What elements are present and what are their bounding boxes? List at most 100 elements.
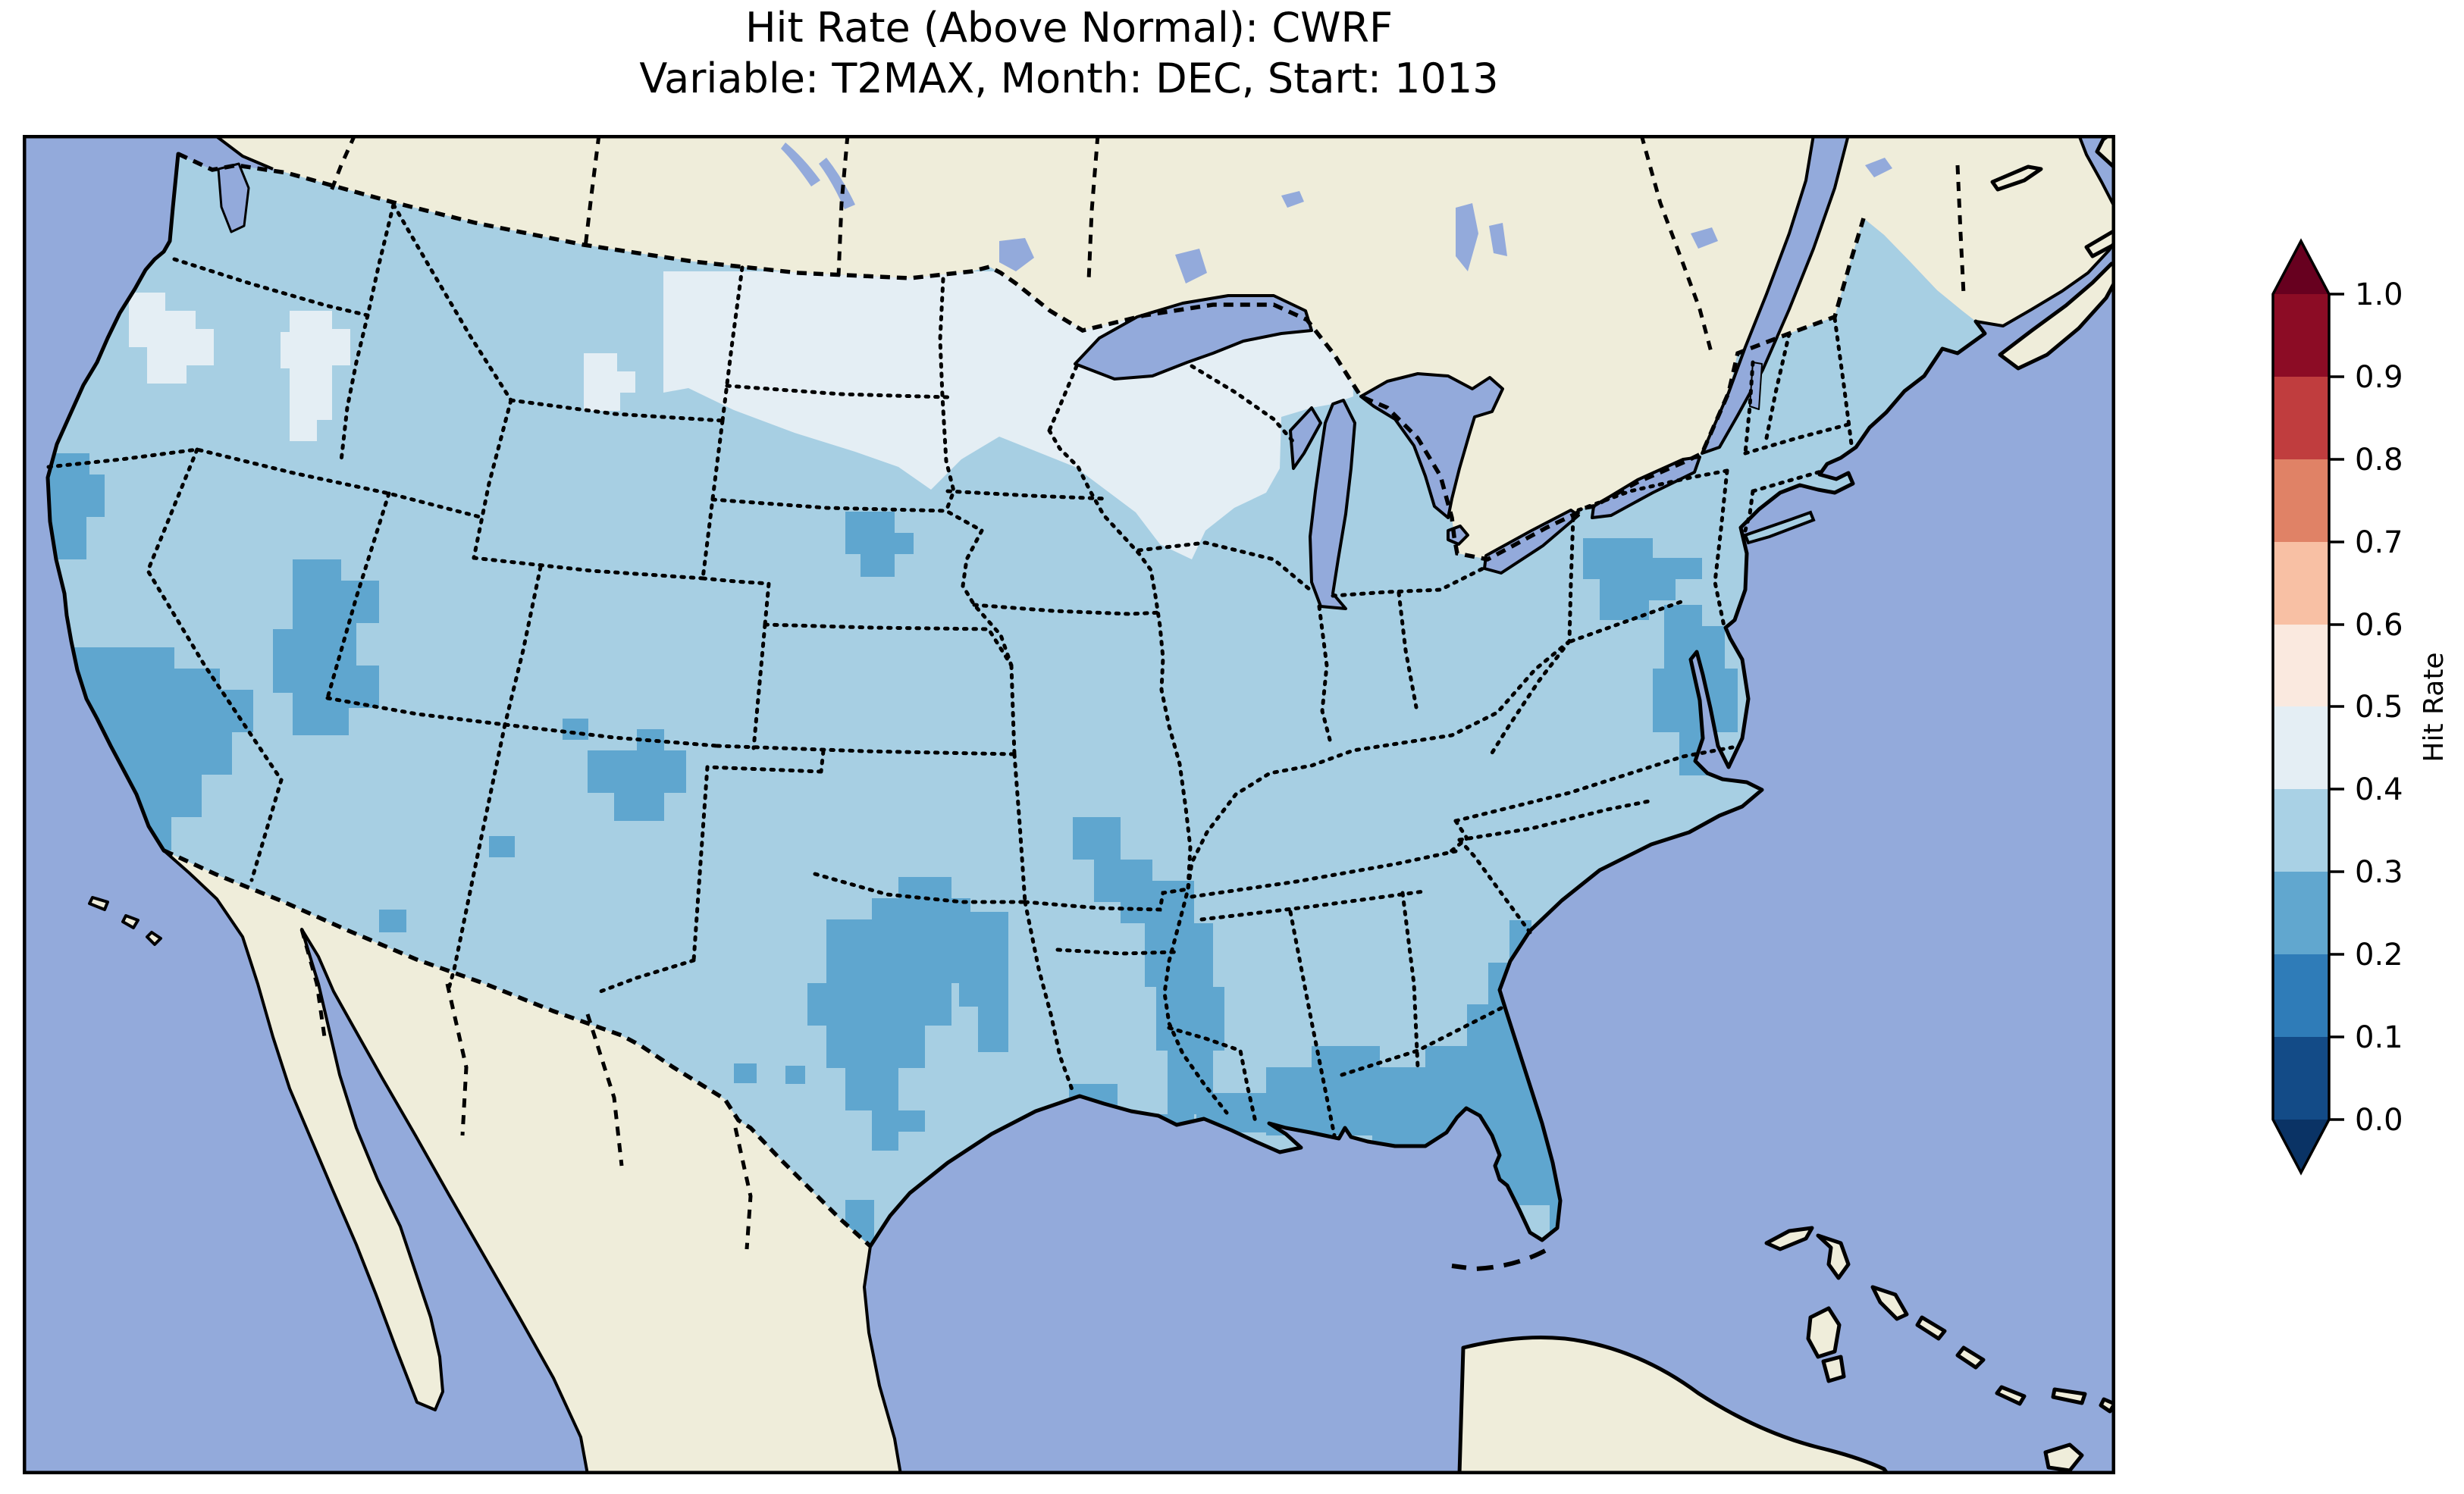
- colorbar-segments: [2271, 238, 2331, 1176]
- border-ne-ks: [763, 622, 1014, 668]
- border-ia-mn: [945, 489, 1109, 501]
- tick-label-0.2: 0.2: [2355, 938, 2403, 973]
- bahamas-mayaguana: [2051, 1387, 2087, 1405]
- border-ia-mo: [972, 603, 1164, 616]
- border-ma-south: [1751, 469, 1823, 493]
- nova-scotia: [1998, 262, 2115, 371]
- border-mt-nd: [720, 265, 745, 423]
- border-sk-mb: [836, 135, 850, 277]
- tick-label-0.4: 0.4: [2355, 772, 2403, 807]
- border-missouri-river: [961, 528, 1014, 668]
- patch-nevada-utah: [273, 559, 379, 735]
- lakes-group: [217, 135, 1850, 610]
- border-nv-ut: [325, 491, 391, 700]
- st-lawrence-river: [1701, 135, 1850, 455]
- florida-keys: [1451, 1248, 1547, 1272]
- border-nd-sd: [725, 384, 950, 399]
- border-ohio-river: [1186, 639, 1572, 891]
- lake-qc-1: [1691, 227, 1718, 249]
- border-mex-4: [733, 1127, 753, 1250]
- newfoundland-corner: [2095, 135, 2115, 171]
- border-mississippi-river: [1047, 428, 1229, 1115]
- lake-sk-2: [819, 158, 855, 209]
- border-42n: [46, 447, 485, 520]
- border-ny-vt: [1743, 360, 1755, 456]
- colorbar-under-arrow: [2273, 1120, 2329, 1173]
- border-la-ar-33n: [1055, 947, 1177, 956]
- border-41n-ne-co: [701, 576, 771, 627]
- colorbar-bin-7: [2273, 459, 2329, 543]
- lake-superior: [1074, 294, 1313, 381]
- canadian-lakes: [781, 143, 1892, 283]
- patch-missouri-mississippi-valley: [1073, 817, 1224, 1151]
- lake-on-1: [1456, 203, 1478, 271]
- border-wa-id: [365, 202, 396, 318]
- great-inagua: [2043, 1442, 2084, 1473]
- anticosti-island: [1990, 164, 2043, 192]
- border-ma-north: [1743, 422, 1851, 456]
- border-in-oh: [1397, 590, 1419, 709]
- border-pa-md: [1569, 599, 1685, 644]
- lake-nipigon: [1175, 249, 1207, 283]
- colorbar-bin-8: [2273, 377, 2329, 460]
- border-az-nm: [447, 722, 507, 991]
- border-mex-2: [445, 983, 469, 1136]
- bahamas-andros: [1806, 1306, 1846, 1383]
- border-fl-ga: [1340, 1006, 1503, 1077]
- border-va-nc: [1453, 745, 1735, 823]
- border-mo-ar: [1023, 887, 1190, 912]
- patch-idaho-strip: [281, 311, 350, 441]
- border-mex-3: [585, 1013, 624, 1167]
- chart-title: Hit Rate (Above Normal): CWRF: [745, 4, 1393, 52]
- colorbar: 1.0 0.9 0.8 0.7 0.6 0.5 0.4 0.3 0.2 0.1 …: [2244, 220, 2464, 1236]
- state-borders: [46, 202, 1854, 1138]
- bahamas-bimini: [1870, 1285, 1909, 1321]
- border-il-in: [1317, 604, 1332, 742]
- coastline-pacific: [45, 152, 180, 853]
- colorbar-axis-label: Hit Rate: [2419, 652, 2450, 762]
- colorbar-bin-3: [2273, 789, 2329, 872]
- colorbar-ticks: [2329, 293, 2344, 1121]
- atlantic-canada: [1990, 135, 2115, 371]
- border-ca-nv-az: [146, 447, 284, 882]
- patch-texas-oklahoma: [734, 877, 970, 1244]
- tick-label-0.1: 0.1: [2355, 1020, 2403, 1055]
- mexico-land: [164, 850, 901, 1474]
- patch-netx-ark-la: [959, 912, 1008, 1052]
- lake-qc-2: [1865, 158, 1892, 177]
- lake-on-2: [1489, 223, 1507, 256]
- patch-colorado-new-mexico: [489, 719, 686, 857]
- border-us-mexico: [162, 848, 872, 1248]
- colorbar-over-arrow: [2273, 241, 2329, 294]
- border-ok-ar: [1012, 752, 1027, 904]
- prince-edward-island: [2084, 230, 2115, 258]
- border-ga-sc: [1457, 838, 1532, 935]
- tick-label-0.7: 0.7: [2355, 525, 2403, 560]
- lake-sk-1: [781, 143, 820, 186]
- border-ct-ny: [1743, 489, 1755, 533]
- border-35n: [1199, 889, 1426, 922]
- cuba: [1457, 1336, 1890, 1474]
- border-wa-or: [172, 257, 370, 318]
- lake-huron: [1359, 372, 1504, 519]
- patch-central-montana: [584, 353, 635, 411]
- border-tx-la: [1023, 900, 1075, 1094]
- tick-label-0.6: 0.6: [2355, 608, 2403, 643]
- border-wy-west: [472, 398, 513, 560]
- border-on-qc: [1639, 135, 1714, 355]
- patch-norcal-coast: [48, 453, 105, 559]
- long-island: [1743, 510, 1816, 545]
- patch-sw-louisiana-cells: [1069, 1084, 1268, 1132]
- border-us-canada: [177, 152, 1866, 562]
- channel-islands: [88, 896, 162, 946]
- coastline-atlantic-gulf: [868, 319, 1987, 1248]
- bahamas-abaco: [1816, 1233, 1851, 1280]
- colorbar-canvas: 1.0 0.9 0.8 0.7 0.6 0.5 0.4 0.3 0.2 0.1 …: [2271, 238, 2450, 1176]
- patch-oregon: [129, 293, 214, 384]
- border-mn-dakotas: [938, 277, 956, 513]
- colorbar-bin-4: [2273, 706, 2329, 790]
- map-frame: [23, 135, 2115, 1474]
- border-ab-sk: [583, 135, 601, 248]
- border-bc-ab: [328, 135, 357, 193]
